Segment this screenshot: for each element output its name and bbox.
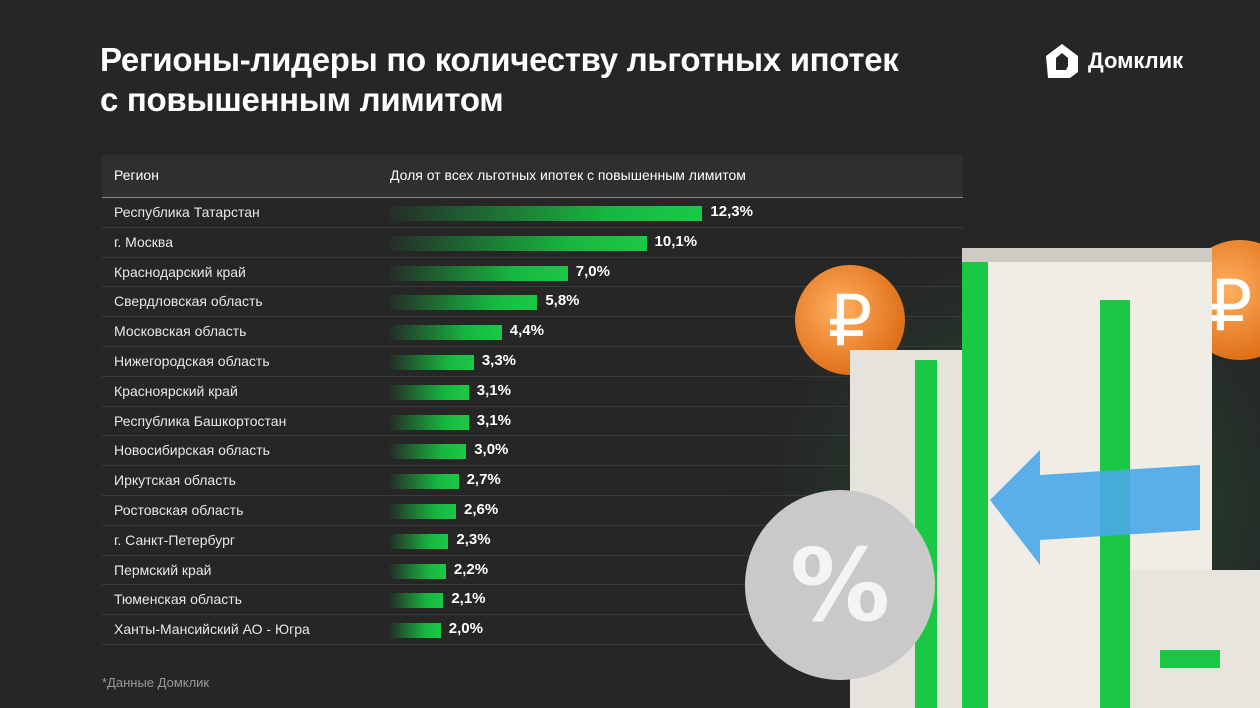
bar: [390, 623, 441, 639]
table-row: Республика Башкортостан 3,1%: [102, 407, 963, 437]
region-name: Республика Башкортостан: [114, 412, 287, 429]
table-row: Тюменская область 2,1%: [102, 585, 963, 616]
bar: [390, 533, 449, 549]
region-name: Московская область: [114, 323, 247, 340]
table-row: Краснодарский край 7,0%: [102, 258, 963, 288]
bar: [390, 474, 459, 490]
region-name: Иркутская область: [114, 472, 236, 489]
table-row: Красноярский край 3,1%: [102, 377, 963, 407]
bar: [390, 503, 457, 519]
bar: [390, 414, 469, 430]
table-row: Новосибирская область 3,0%: [102, 436, 963, 467]
column-header-share: Доля от всех льготных ипотек с повышенны…: [390, 167, 746, 183]
data-label: 4,4%: [509, 322, 544, 340]
building-illustration: ₽ ₽ %: [720, 200, 1260, 708]
table-row: Свердловская область 5,8%: [102, 287, 963, 318]
bar: [390, 265, 568, 281]
data-table: Регион Доля от всех льготных ипотек с по…: [102, 155, 963, 645]
table-row: г. Москва 10,1%: [102, 228, 963, 258]
region-name: г. Санкт-Петербург: [114, 531, 235, 548]
logo-text: Домклик: [1088, 48, 1184, 73]
table-row: Пермский край 2,2%: [102, 556, 963, 586]
bar: [390, 325, 502, 341]
percent-badge-icon: %: [745, 490, 935, 680]
region-name: Свердловская область: [114, 293, 263, 310]
data-label: 3,0%: [474, 441, 509, 459]
region-name: Ростовская область: [114, 501, 244, 518]
region-name: Нижегородская область: [114, 352, 270, 369]
svg-text:₽: ₽: [1208, 265, 1253, 347]
column-header-region: Регион: [114, 167, 159, 183]
bar: [390, 593, 444, 609]
bar: [390, 206, 703, 221]
ruble-coin-icon: ₽: [795, 265, 905, 375]
table-row: Нижегородская область 3,3%: [102, 347, 963, 377]
data-label: 3,1%: [476, 411, 511, 429]
svg-text:₽: ₽: [828, 280, 873, 362]
data-label: 3,3%: [481, 351, 517, 369]
bar: [390, 235, 647, 251]
region-name: Ханты-Мансийский АО - Югра: [114, 621, 310, 638]
data-label: 7,0%: [575, 262, 610, 280]
house-logo-icon: [1046, 44, 1078, 78]
logo: Домклик: [1044, 42, 1183, 80]
bar: [390, 563, 446, 579]
bar: [390, 295, 538, 311]
bar: [390, 444, 467, 460]
region-name: Новосибирская область: [114, 442, 270, 459]
region-name: Пермский край: [114, 561, 212, 578]
region-name: Тюменская область: [114, 591, 242, 608]
data-label: 2,3%: [456, 530, 491, 548]
region-name: Республика Татарстан: [114, 204, 260, 220]
region-name: г. Москва: [114, 233, 173, 250]
table-row: Московская область 4,4%: [102, 317, 963, 347]
data-label: 3,1%: [476, 381, 511, 399]
region-name: Красноярский край: [114, 382, 238, 399]
data-label: 2,1%: [451, 590, 486, 608]
region-name: Краснодарский край: [114, 263, 246, 280]
data-label: 2,6%: [464, 500, 499, 518]
data-label: 2,7%: [466, 471, 501, 489]
data-label: 2,2%: [453, 560, 489, 578]
table-row: г. Санкт-Петербург 2,3%: [102, 526, 963, 556]
data-label: 10,1%: [654, 232, 698, 250]
bar: [390, 384, 469, 400]
data-label: 2,0%: [448, 620, 483, 638]
svg-text:%: %: [790, 527, 890, 644]
page-title: Регионы-лидеры по количеству льготных ип…: [100, 41, 899, 118]
table-row: Ханты-Мансийский АО - Югра 2,0%: [102, 615, 963, 645]
table-row: Иркутская область 2,7%: [102, 466, 963, 496]
table-row: Ростовская область 2,6%: [102, 496, 963, 526]
table-header: Регион Доля от всех льготных ипотек с по…: [102, 155, 963, 198]
bar: [390, 354, 474, 370]
footnote: *Данные Домклик: [102, 675, 210, 690]
data-label: 5,8%: [545, 292, 580, 310]
